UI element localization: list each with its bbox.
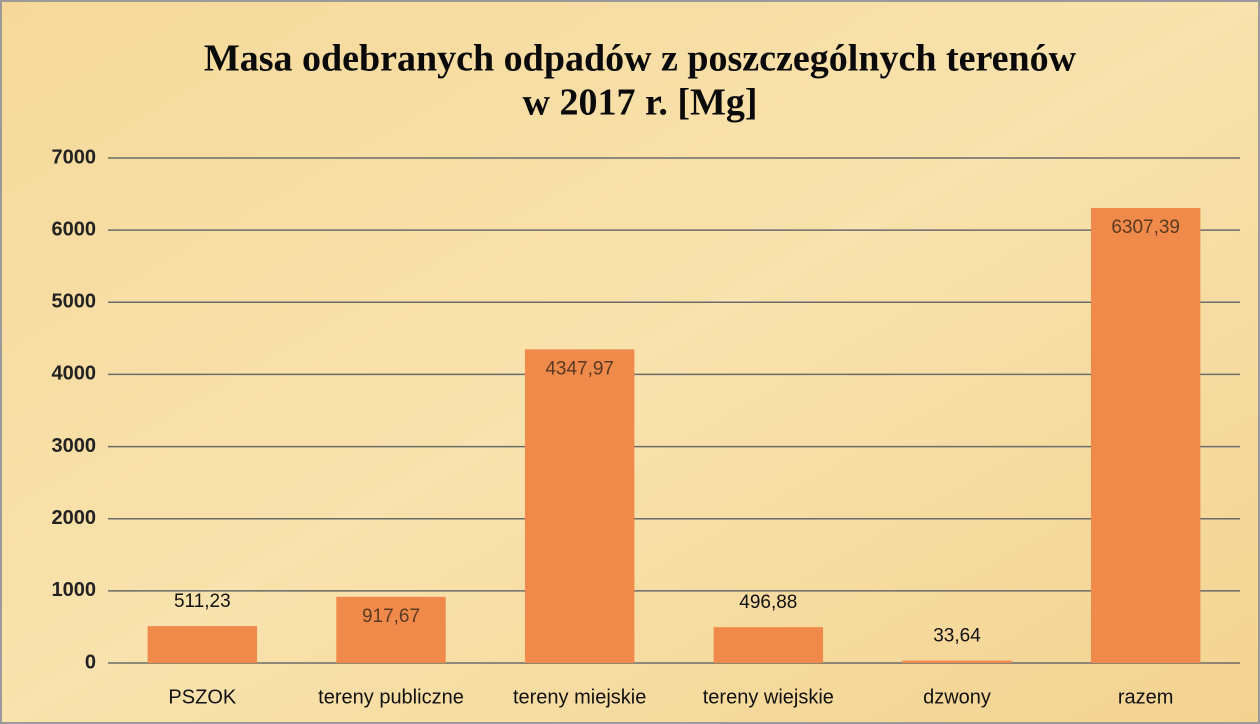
value-label: 4347,97: [545, 358, 614, 379]
value-label: 6307,39: [1111, 217, 1180, 238]
chart-title: Masa odebranych odpadów z poszczególnych…: [204, 38, 1077, 80]
value-label: 33,64: [933, 626, 981, 647]
x-tick-label: tereny publiczne: [318, 686, 464, 708]
y-tick-label: 0: [85, 651, 96, 673]
x-tick-label: razem: [1118, 686, 1174, 708]
y-tick-label: 5000: [52, 291, 97, 313]
bar: [147, 626, 258, 663]
x-tick-label: dzwony: [923, 686, 991, 708]
y-tick-label: 6000: [52, 218, 97, 240]
bar: [902, 660, 1012, 663]
x-tick-label: PSZOK: [168, 686, 236, 708]
bar: [336, 596, 446, 663]
value-label: 917,67: [362, 606, 420, 627]
bar: [713, 627, 824, 663]
y-tick-label: 2000: [52, 507, 97, 529]
bar: [1090, 207, 1201, 663]
y-tick-label: 4000: [52, 363, 97, 385]
y-tick-label: 3000: [52, 435, 97, 457]
y-tick-label: 1000: [52, 579, 97, 601]
chart-title: w 2017 r. [Mg]: [523, 82, 758, 124]
y-tick-label: 7000: [52, 146, 97, 168]
value-label: 511,23: [174, 591, 231, 612]
value-label: 496,88: [739, 592, 797, 613]
bar: [524, 349, 635, 663]
x-tick-label: tereny wiejskie: [703, 686, 834, 708]
x-tick-label: tereny miejskie: [513, 686, 646, 708]
